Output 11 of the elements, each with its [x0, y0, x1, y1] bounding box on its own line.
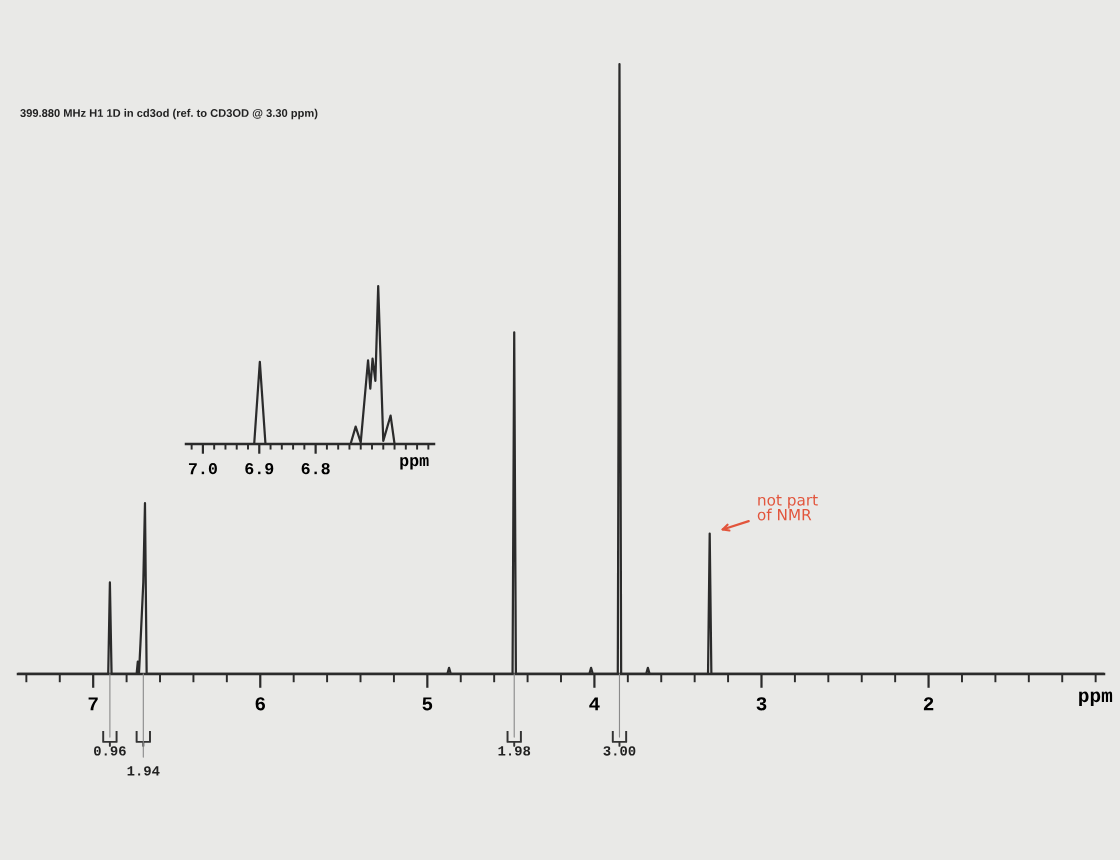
x-tick-label: 6.8 [301, 462, 330, 475]
x-axis-title: ppm [400, 457, 429, 470]
x-tick-label: 2 [923, 697, 934, 711]
x-tick-label: 3 [756, 697, 767, 711]
x-tick-label: 5 [422, 697, 433, 711]
x-axis-title: ppm [1079, 691, 1113, 707]
x-tick-label: 7.0 [188, 462, 217, 475]
x-tick-label: 6.9 [245, 462, 274, 475]
x-tick-label: 7 [88, 697, 98, 711]
x-tick-label: 4 [589, 697, 600, 711]
x-tick-label: 6 [255, 697, 266, 711]
